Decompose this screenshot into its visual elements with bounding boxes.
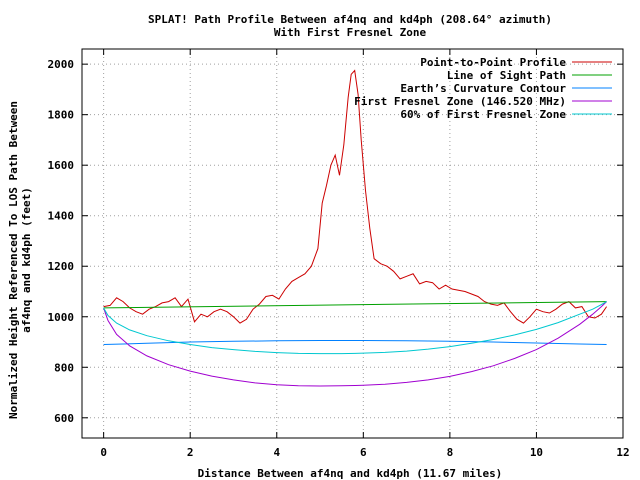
x-tick-label: 4 <box>273 446 280 459</box>
y-tick-label: 1200 <box>48 260 75 273</box>
y-tick-label: 2000 <box>48 58 75 71</box>
y-axis-label-line2: af4nq and kd4ph (feet) <box>20 187 33 333</box>
plot-frame <box>81 48 624 439</box>
series-line-0 <box>103 69 608 324</box>
x-tick-label: 6 <box>360 446 367 459</box>
x-tick-label: 10 <box>530 446 543 459</box>
y-tick-label: 600 <box>54 412 74 425</box>
series-line-3 <box>103 301 607 387</box>
series-3 <box>103 301 607 387</box>
x-ticks: 0 2 4 6 8 10 12 <box>100 49 630 459</box>
x-axis-label: Distance Between af4nq and kd4ph (11.67 … <box>198 467 503 480</box>
y-tick-label: 1600 <box>48 159 75 172</box>
legend-label-3: First Fresnel Zone (146.520 MHz) <box>354 95 566 108</box>
x-tick-label: 8 <box>447 446 454 459</box>
series-2 <box>103 340 607 345</box>
x-tick-label: 0 <box>100 446 107 459</box>
y-tick-label: 800 <box>54 361 74 374</box>
y-tick-label: 1000 <box>48 311 75 324</box>
series-line-4 <box>103 301 607 355</box>
legend-label-0: Point-to-Point Profile <box>420 56 566 69</box>
y-tick-label: 1800 <box>48 109 75 122</box>
x-tick-label: 2 <box>187 446 194 459</box>
series-1 <box>103 301 607 309</box>
series-line-1 <box>103 301 607 309</box>
x-tick-label: 12 <box>616 446 629 459</box>
series-line-2 <box>103 340 607 345</box>
y-ticks: 600 800 1000 1200 1400 1600 1800 2000 <box>48 58 623 425</box>
chart-title: SPLAT! Path Profile Between af4nq and kd… <box>148 13 552 26</box>
y-tick-label: 1400 <box>48 210 75 223</box>
legend-label-4: 60% of First Fresnel Zone <box>400 108 566 121</box>
legend-label-1: Line of Sight Path <box>447 69 566 82</box>
series-lines <box>103 69 608 387</box>
chart-subtitle: With First Fresnel Zone <box>274 26 427 39</box>
legend-label-2: Earth’s Curvature Contour <box>400 82 566 95</box>
series-4 <box>103 301 607 355</box>
y-axis-label-line1: Normalized Height Referenced To LOS Path… <box>7 101 20 419</box>
series-0 <box>103 69 608 324</box>
